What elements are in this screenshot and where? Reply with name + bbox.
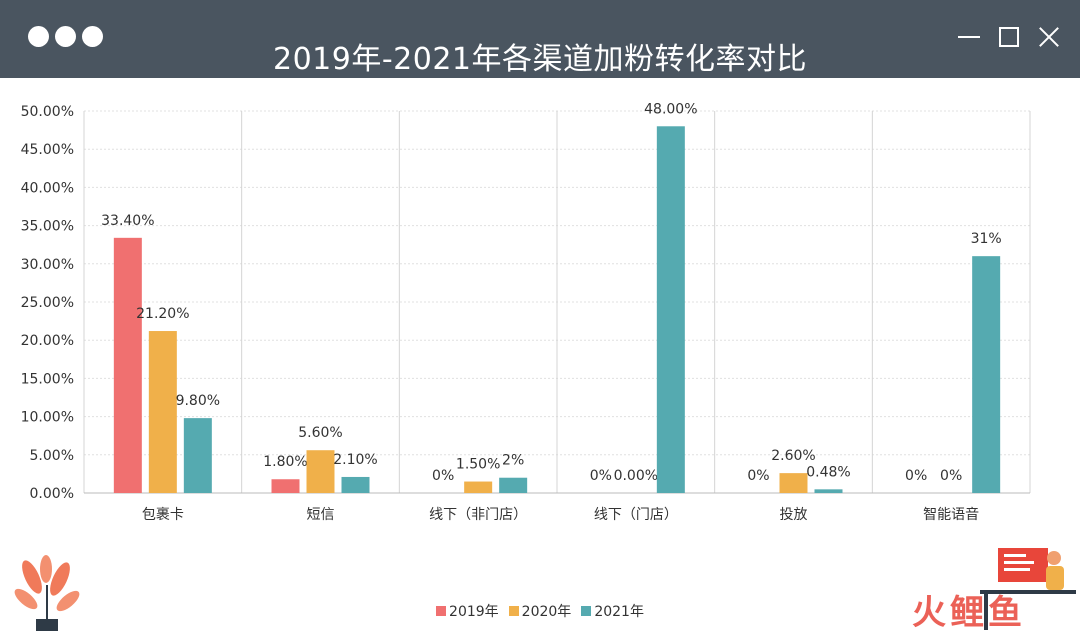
legend-swatch-2020	[508, 606, 519, 616]
x-tick-label: 投放	[780, 507, 808, 523]
bar-2020	[148, 331, 177, 493]
legend-swatch-2019	[436, 606, 447, 616]
bar-2020	[464, 481, 493, 493]
bar-2021	[183, 418, 212, 493]
bar-2021	[499, 477, 528, 493]
data-label: 1.80%	[263, 454, 307, 470]
window-dot-3	[82, 26, 103, 47]
y-tick-label: 50.00%	[21, 104, 74, 120]
data-label: 0%	[432, 468, 454, 484]
bar-2020	[306, 450, 335, 493]
desk-illustration	[980, 548, 1076, 630]
data-label: 0%	[905, 468, 927, 484]
y-tick-label: 30.00%	[21, 257, 74, 273]
data-label: 2%	[502, 453, 524, 469]
y-tick-label: 25.00%	[21, 295, 74, 311]
data-label: 21.20%	[136, 306, 189, 322]
data-label: 0.00%	[614, 468, 658, 484]
x-tick-label: 线下（门店）	[594, 507, 678, 523]
bar-2019	[113, 237, 142, 493]
legend-label-2020: 2020年	[521, 604, 572, 620]
data-label: 2.60%	[771, 448, 815, 464]
y-tick-label: 5.00%	[30, 448, 74, 464]
y-tick-label: 40.00%	[21, 180, 74, 196]
data-label: 0.48%	[806, 464, 850, 480]
legend-swatch-2021	[581, 606, 592, 616]
data-label: 0%	[747, 468, 769, 484]
legend-item-2021: 2021年	[581, 601, 644, 621]
legend-item-2020: 2020年	[508, 601, 572, 621]
window-dot-1	[28, 26, 49, 47]
watermark-logo: 火鲤鱼	[912, 593, 1026, 633]
window-controls	[956, 24, 1062, 50]
close-icon[interactable]	[1036, 24, 1062, 50]
plant-illustration	[14, 555, 80, 631]
bar-chart: 0.00% 5.00% 10.00% 15.00% 20.00% 25.00% 30.00%…	[21, 101, 1031, 523]
x-tick-label: 包裹卡	[142, 507, 184, 523]
data-label: 9.80%	[176, 393, 220, 409]
bar-2021	[656, 126, 685, 493]
legend-label-2019: 2019年	[449, 604, 499, 620]
legend-item-2019: 2019年	[436, 601, 499, 621]
legend-label-2021: 2021年	[594, 604, 644, 620]
y-tick-label: 0.00%	[30, 486, 74, 502]
chart-legend: 2019年 2020年 2021年	[0, 601, 1080, 621]
window-dot-2	[55, 26, 76, 47]
data-label: 2.10%	[333, 452, 377, 468]
x-tick-label: 智能语音	[923, 506, 979, 523]
chart-title: 2019年-2021年各渠道加粉转化率对比	[272, 42, 808, 77]
maximize-icon[interactable]	[996, 24, 1022, 50]
bar-2021	[341, 476, 370, 493]
data-label: 33.40%	[101, 213, 154, 229]
data-label: 0%	[590, 468, 612, 484]
bar-2021	[814, 489, 843, 493]
data-label: 48.00%	[644, 101, 697, 117]
y-tick-label: 10.00%	[21, 410, 74, 426]
data-label: 1.50%	[456, 457, 500, 473]
y-tick-label: 15.00%	[21, 371, 74, 387]
data-label: 5.60%	[298, 425, 342, 441]
y-tick-label: 35.00%	[21, 219, 74, 235]
bar-2021	[972, 256, 1001, 493]
x-tick-label: 线下（非门店）	[429, 507, 527, 523]
x-tick-label: 短信	[307, 507, 335, 523]
y-tick-label: 20.00%	[21, 333, 74, 349]
window-titlebar: 2019年-2021年各渠道加粉转化率对比	[0, 0, 1080, 78]
minimize-icon[interactable]	[956, 24, 982, 50]
data-label: 0%	[940, 468, 962, 484]
data-label: 31%	[971, 231, 1002, 247]
y-tick-label: 45.00%	[21, 142, 74, 158]
bar-2020	[779, 473, 808, 493]
window-dots	[28, 26, 103, 47]
bar-2019	[271, 479, 300, 493]
